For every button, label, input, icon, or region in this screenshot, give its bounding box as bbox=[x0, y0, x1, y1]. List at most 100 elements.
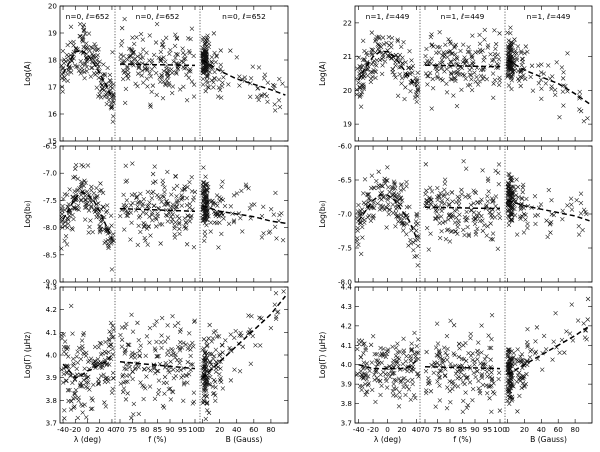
data-point bbox=[181, 187, 187, 192]
data-point bbox=[60, 48, 66, 54]
data-point bbox=[461, 366, 467, 371]
data-point bbox=[75, 176, 80, 181]
data-point bbox=[219, 84, 225, 89]
data-point bbox=[127, 53, 133, 59]
data-point bbox=[507, 186, 512, 191]
data-point bbox=[144, 211, 149, 216]
x-tick-label: -40 bbox=[353, 425, 365, 434]
data-point bbox=[85, 163, 91, 168]
data-point bbox=[357, 383, 363, 389]
data-point bbox=[507, 203, 512, 209]
data-point bbox=[146, 224, 151, 229]
data-point bbox=[184, 202, 190, 208]
data-point bbox=[142, 222, 148, 227]
x-tick-label: 0 bbox=[505, 425, 510, 434]
data-point bbox=[67, 387, 72, 393]
data-point bbox=[220, 179, 225, 184]
data-point bbox=[94, 57, 99, 63]
data-point bbox=[437, 29, 442, 35]
data-point bbox=[401, 228, 406, 233]
data-point bbox=[247, 206, 253, 211]
data-point bbox=[361, 84, 366, 89]
data-point bbox=[124, 373, 129, 378]
data-point bbox=[140, 37, 146, 42]
data-point bbox=[73, 162, 79, 168]
data-point bbox=[479, 350, 484, 355]
data-point bbox=[201, 387, 206, 392]
data-point bbox=[450, 199, 455, 204]
data-point bbox=[494, 61, 500, 67]
data-point bbox=[505, 208, 510, 213]
data-point bbox=[355, 209, 361, 214]
data-point bbox=[125, 64, 130, 69]
data-point bbox=[164, 71, 170, 76]
data-point bbox=[170, 367, 176, 372]
data-point bbox=[491, 57, 496, 63]
data-point bbox=[397, 72, 403, 77]
data-point bbox=[538, 77, 544, 82]
data-point bbox=[213, 369, 219, 374]
data-point bbox=[443, 373, 448, 378]
data-point bbox=[474, 368, 480, 374]
data-point bbox=[473, 216, 479, 222]
data-point bbox=[108, 213, 114, 218]
data-point bbox=[123, 379, 128, 385]
data-point bbox=[493, 46, 498, 51]
data-point bbox=[358, 208, 363, 213]
data-point bbox=[463, 390, 468, 395]
data-point bbox=[482, 357, 488, 362]
data-point bbox=[183, 220, 189, 225]
data-point bbox=[183, 65, 189, 70]
data-point bbox=[163, 360, 168, 366]
data-point bbox=[203, 378, 208, 383]
data-point bbox=[451, 93, 456, 98]
data-point bbox=[463, 166, 469, 171]
data-point bbox=[243, 182, 249, 187]
data-point bbox=[274, 236, 279, 241]
data-point bbox=[122, 366, 127, 371]
data-point bbox=[165, 169, 170, 175]
data-point bbox=[366, 192, 372, 197]
data-point bbox=[548, 220, 554, 225]
data-point bbox=[80, 346, 85, 352]
data-point bbox=[78, 71, 83, 76]
data-point bbox=[59, 84, 65, 89]
data-point bbox=[158, 241, 163, 246]
data-point bbox=[443, 350, 448, 356]
data-point bbox=[150, 83, 156, 88]
data-point bbox=[507, 47, 513, 53]
data-point bbox=[65, 68, 71, 73]
data-point bbox=[365, 191, 370, 197]
data-point bbox=[476, 340, 481, 345]
data-point bbox=[584, 337, 589, 342]
data-point bbox=[508, 379, 513, 384]
data-point bbox=[99, 218, 105, 223]
data-point bbox=[407, 49, 412, 54]
data-point bbox=[256, 65, 262, 70]
data-point bbox=[475, 357, 480, 362]
data-point bbox=[358, 251, 364, 257]
x-axis-label: f (%) bbox=[453, 435, 471, 444]
data-point bbox=[145, 84, 150, 89]
data-point bbox=[510, 202, 515, 207]
data-point bbox=[90, 45, 95, 51]
data-point bbox=[402, 221, 407, 227]
data-point bbox=[578, 191, 584, 196]
data-point bbox=[442, 373, 448, 379]
data-point bbox=[497, 215, 503, 221]
data-point bbox=[265, 80, 271, 85]
data-point bbox=[369, 50, 374, 56]
data-point bbox=[508, 192, 513, 197]
data-point bbox=[222, 203, 228, 209]
data-point bbox=[518, 83, 523, 89]
fit-line bbox=[62, 191, 113, 239]
data-point bbox=[210, 391, 216, 396]
data-point bbox=[442, 69, 447, 74]
data-point bbox=[216, 245, 221, 250]
data-point bbox=[78, 382, 83, 387]
data-point bbox=[218, 48, 223, 53]
data-point bbox=[515, 347, 520, 352]
data-point bbox=[104, 101, 110, 107]
data-point bbox=[387, 364, 392, 369]
data-point bbox=[201, 337, 207, 342]
